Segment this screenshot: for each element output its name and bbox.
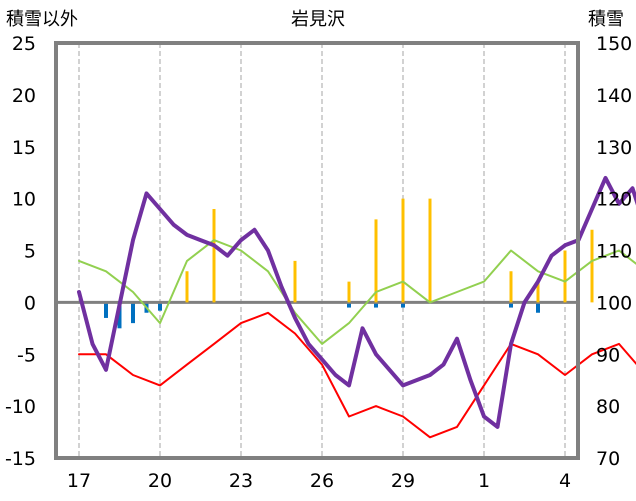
- max-temperature-line: [78, 239, 636, 345]
- right-tick-label: 140: [596, 85, 632, 107]
- left-tick-label: -5: [17, 344, 36, 366]
- chart-title: 岩見沢: [291, 9, 345, 30]
- precipitation-bar: [158, 302, 162, 311]
- snow-depth-line: [77, 175, 636, 429]
- right-tick-label: 130: [596, 137, 632, 159]
- right-tick-label: 100: [596, 292, 632, 314]
- left-tick-label: -15: [5, 448, 36, 470]
- x-tick-label: 17: [67, 470, 91, 492]
- x-tick-label: 4: [559, 470, 571, 492]
- x-tick-label: 26: [310, 470, 334, 492]
- axis-tick-labels: 2520151050-5-10-151501401301201101009080…: [5, 33, 632, 492]
- left-tick-label: -10: [5, 396, 36, 418]
- plot-frame: [54, 41, 580, 460]
- precipitation-bar: [347, 302, 351, 308]
- precipitation-bar: [117, 302, 122, 329]
- precipitation-bar: [131, 302, 135, 324]
- right-tick-label: 110: [596, 241, 632, 263]
- left-tick-label: 20: [12, 85, 36, 107]
- precipitation-bars: [104, 302, 540, 329]
- precipitation-bar: [401, 302, 405, 308]
- x-tick-label: 23: [229, 470, 253, 492]
- left-axis-label: 積雪以外: [6, 9, 78, 30]
- right-tick-label: 150: [596, 33, 632, 55]
- precipitation-bar: [509, 302, 513, 308]
- x-tick-label: 29: [391, 470, 415, 492]
- right-tick-label: 80: [596, 396, 620, 418]
- vertical-grid: [78, 43, 566, 458]
- min-temperature-line: [78, 311, 636, 439]
- precipitation-bar: [104, 302, 108, 318]
- left-tick-label: 0: [24, 292, 36, 314]
- x-tick-label: 1: [478, 470, 490, 492]
- left-tick-label: 25: [12, 33, 36, 55]
- series-lines: [77, 175, 636, 439]
- left-tick-label: 15: [12, 137, 36, 159]
- left-tick-label: 10: [12, 189, 36, 211]
- right-tick-label: 90: [596, 344, 620, 366]
- precipitation-bar: [536, 302, 540, 313]
- precipitation-bar: [374, 302, 378, 308]
- right-tick-label: 120: [596, 189, 632, 211]
- right-tick-label: 70: [596, 448, 620, 470]
- left-tick-label: 5: [24, 241, 36, 263]
- x-tick-label: 20: [148, 470, 172, 492]
- right-axis-label: 積雪: [588, 9, 624, 30]
